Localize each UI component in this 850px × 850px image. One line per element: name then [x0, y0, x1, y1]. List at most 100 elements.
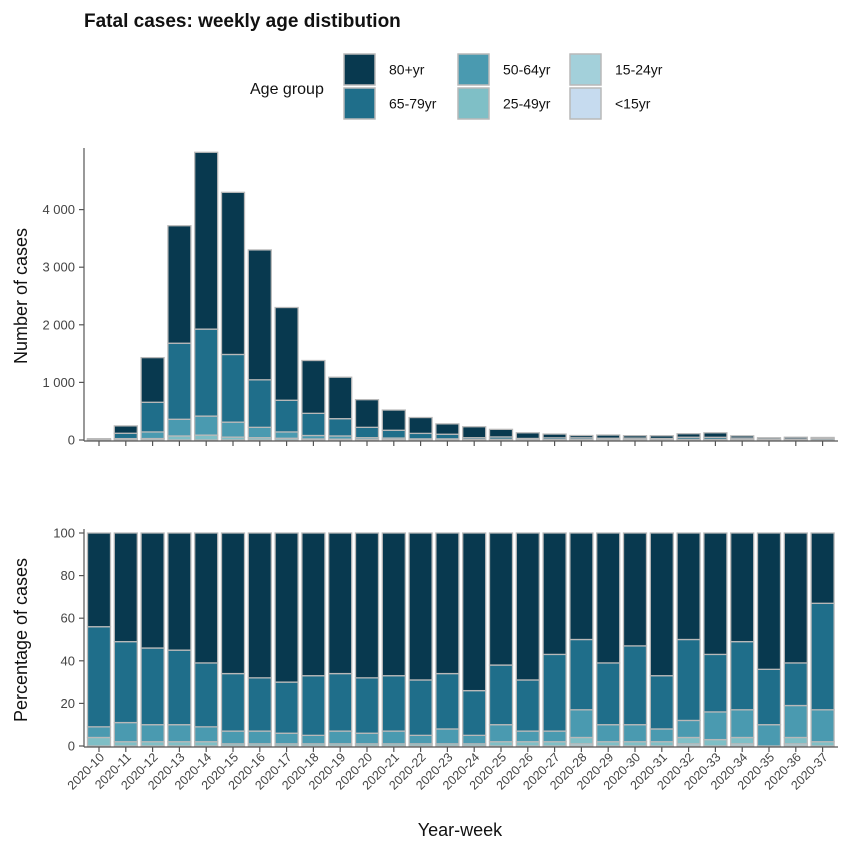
pct-bar-2020-32-25-49yr: [676, 736, 701, 745]
count-bar-2020-12-65-79yr: [140, 401, 165, 433]
legend-label-lt15yr: <15yr: [615, 96, 651, 112]
count-bar-2020-21-65-79yr: [381, 429, 406, 439]
pct-bar-2020-12-80plusyr: [140, 532, 165, 649]
legend-swatch-15-24yr: [569, 53, 602, 86]
count-bar-2020-13-80plusyr: [167, 225, 192, 344]
count-bar-2020-24-80plusyr: [462, 426, 487, 439]
count-ytick-label-3000: 3 000: [42, 260, 75, 275]
pct-bar-2020-27-50-64yr: [542, 730, 567, 743]
pct-bar-2020-10-80plusyr: [86, 532, 112, 628]
pct-bar-2020-34-50-64yr: [730, 709, 755, 739]
pct-bar-2020-30-65-79yr: [622, 645, 648, 726]
count-bar-2020-12-50-64yr: [140, 431, 165, 440]
pct-bar-2020-15-50-64yr: [220, 730, 246, 745]
pct-bar-2020-36-25-49yr: [783, 736, 808, 745]
count-bar-2020-29-80plusyr: [596, 434, 621, 439]
legend-swatch-50-64yr: [457, 53, 490, 86]
pct-bar-2020-11-50-64yr: [113, 721, 138, 743]
legend-swatch-25-49yr: [457, 87, 490, 120]
pct-bar-2020-18-80plusyr: [301, 532, 326, 677]
pct-bar-2020-17-65-79yr: [274, 681, 299, 734]
pct-ytick-label-80: 80: [61, 568, 75, 583]
pct-bar-2020-14-80plusyr: [194, 532, 219, 664]
pct-bar-2020-36-80plusyr: [783, 532, 808, 664]
pct-bar-2020-27-80plusyr: [542, 532, 567, 656]
pct-bar-2020-18-50-64yr: [301, 734, 326, 745]
count-bar-2020-11-80plusyr: [113, 425, 138, 434]
count-bar-2020-10-80plusyr: [86, 438, 112, 440]
legend-label-15-24yr: 15-24yr: [615, 62, 663, 78]
count-ytick-label-0: 0: [68, 433, 75, 448]
pct-bar-2020-15-65-79yr: [220, 672, 246, 732]
count-ytick-label-2000: 2 000: [42, 317, 75, 332]
pct-bar-2020-29-80plusyr: [596, 532, 621, 664]
pct-bar-2020-34-65-79yr: [730, 640, 755, 711]
pct-ytick-label-0: 0: [68, 739, 75, 754]
pct-bar-2020-13-80plusyr: [167, 532, 192, 651]
pct-bar-2020-34-25-49yr: [730, 736, 755, 745]
pct-bar-2020-11-80plusyr: [113, 532, 138, 643]
pct-bar-2020-17-80plusyr: [274, 532, 299, 683]
percentage-panel: Percentage of cases Year-week 0 20 40 60 80 1…: [11, 526, 838, 840]
pct-bar-2020-36-50-64yr: [783, 704, 808, 739]
count-bar-2020-17-65-79yr: [274, 399, 299, 433]
pct-bar-2020-14-65-79yr: [194, 662, 219, 728]
pct-ytick-label-100: 100: [53, 526, 75, 541]
count-bar-2020-11-65-79yr: [113, 432, 138, 440]
count-bar-2020-17-50-64yr: [274, 431, 299, 439]
pct-bar-2020-33-25-49yr: [703, 738, 728, 747]
pct-bar-2020-24-80plusyr: [462, 532, 487, 692]
pct-bar-2020-28-25-49yr: [569, 736, 594, 745]
pct-bar-2020-11-65-79yr: [113, 640, 138, 724]
pct-bar-2020-28-65-79yr: [569, 638, 594, 711]
pct-bar-2020-31-80plusyr: [649, 532, 674, 677]
pct-bar-2020-25-50-64yr: [488, 724, 514, 743]
count-ytick-label-1000: 1 000: [42, 375, 75, 390]
pct-bar-2020-19-50-64yr: [328, 730, 353, 745]
pct-bar-2020-10-25-49yr: [86, 736, 112, 747]
pct-bar-2020-17-50-64yr: [274, 732, 299, 745]
count-bar-2020-22-80plusyr: [408, 416, 433, 435]
pct-bar-2020-37-50-64yr: [810, 709, 835, 743]
pct-bar-2020-23-50-64yr: [435, 728, 460, 745]
pct-bar-2020-21-65-79yr: [381, 675, 406, 732]
count-panel: Number of cases 0 1 000 2 000 3 000 4 000: [11, 148, 838, 448]
count-bar-2020-19-65-79yr: [328, 418, 353, 437]
count-bar-2020-23-65-79yr: [435, 433, 460, 440]
pct-bar-2020-34-80plusyr: [730, 532, 755, 643]
count-bar-2020-26-80plusyr: [515, 432, 540, 440]
pct-bar-2020-13-50-64yr: [167, 724, 192, 743]
count-bar-2020-28-80plusyr: [569, 434, 594, 439]
count-bar-2020-19-80plusyr: [328, 376, 353, 420]
pct-bar-2020-28-80plusyr: [569, 532, 594, 641]
count-bar-2020-31-80plusyr: [649, 435, 674, 440]
pct-bar-2020-28-50-64yr: [569, 709, 594, 739]
pct-bar-2020-16-50-64yr: [247, 730, 272, 745]
count-bar-2020-22-65-79yr: [408, 432, 433, 440]
pct-bar-2020-35-80plusyr: [756, 532, 782, 670]
pct-bar-2020-31-50-64yr: [649, 728, 674, 743]
count-bar-2020-37-80plusyr: [810, 436, 835, 439]
count-bar-2020-14-65-79yr: [194, 328, 219, 417]
count-bar-2020-18-80plusyr: [301, 359, 326, 414]
count-bar-2020-36-80plusyr: [783, 436, 808, 440]
pct-bar-2020-14-50-64yr: [194, 726, 219, 743]
count-bar-2020-15-50-64yr: [220, 421, 246, 438]
count-bar-2020-20-65-79yr: [354, 426, 380, 439]
count-bar-2020-15-80plusyr: [220, 191, 246, 356]
count-bar-2020-16-65-79yr: [247, 379, 272, 428]
pct-bar-2020-35-65-79yr: [756, 668, 782, 726]
pct-bar-2020-12-50-64yr: [140, 724, 165, 743]
count-bar-2020-18-65-79yr: [301, 412, 326, 437]
pct-bar-2020-30-80plusyr: [622, 532, 648, 647]
legend-swatch-65-79yr: [343, 87, 376, 120]
y-axis-title-count: Number of cases: [11, 228, 31, 364]
pct-bar-2020-19-80plusyr: [328, 532, 353, 675]
count-bar-2020-25-80plusyr: [488, 428, 514, 438]
pct-ytick-label-40: 40: [61, 653, 75, 668]
pct-bar-2020-27-65-79yr: [542, 653, 567, 732]
pct-bar-2020-25-80plusyr: [488, 532, 514, 666]
pct-bar-2020-10-50-64yr: [86, 726, 112, 739]
legend-label-80plusyr: 80+yr: [389, 62, 425, 78]
